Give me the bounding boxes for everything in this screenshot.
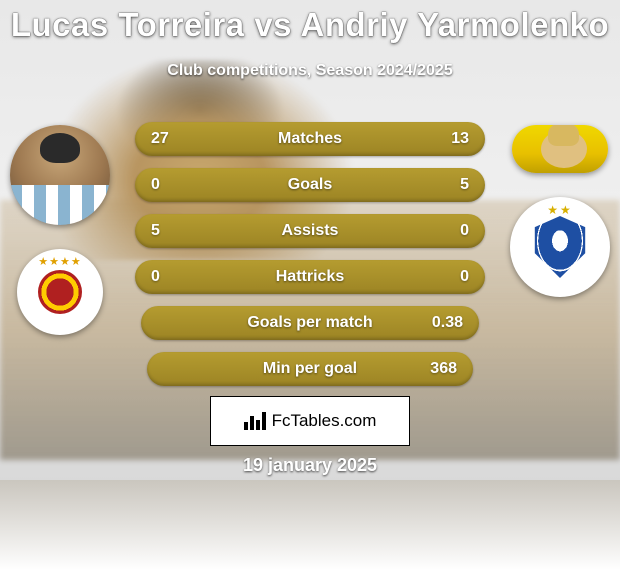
stat-left-value: 5 xyxy=(151,222,189,240)
page-title: Lucas Torreira vs Andriy Yarmolenko xyxy=(0,0,620,44)
branding-box[interactable]: FcTables.com xyxy=(210,396,410,446)
club-stars-icon: ★★★★ xyxy=(17,255,103,268)
stat-label: Assists xyxy=(189,222,431,240)
snapshot-date: 19 january 2025 xyxy=(0,455,620,476)
avatars-left-column: ★★★★ xyxy=(10,125,110,335)
branding-text: FcTables.com xyxy=(272,411,377,431)
stat-row-goals: 0 Goals 5 xyxy=(135,168,485,202)
club-crest-icon xyxy=(38,270,82,314)
club-crest-icon xyxy=(532,216,588,278)
avatars-right-column: ★★ xyxy=(510,125,610,297)
club-badge-dynamo-kyiv: ★★ xyxy=(510,197,610,297)
stat-label: Min per goal xyxy=(201,360,419,378)
stat-right-value: 0 xyxy=(431,222,469,240)
stat-row-assists: 5 Assists 0 xyxy=(135,214,485,248)
title-player2: Andriy Yarmolenko xyxy=(300,6,609,43)
stat-label: Goals xyxy=(189,176,431,194)
stat-right-value: 5 xyxy=(431,176,469,194)
stat-row-min-per-goal: Min per goal 368 xyxy=(147,352,473,386)
club-stars-icon: ★★ xyxy=(510,203,610,217)
stat-right-value: 13 xyxy=(431,130,469,148)
title-player1: Lucas Torreira xyxy=(11,6,245,43)
stat-label: Matches xyxy=(189,130,431,148)
subtitle: Club competitions, Season 2024/2025 xyxy=(0,62,620,80)
player-photo-torreira xyxy=(10,125,110,225)
stat-label: Goals per match xyxy=(195,314,425,332)
player-photo-yarmolenko xyxy=(512,125,608,173)
stats-list: 27 Matches 13 0 Goals 5 5 Assists 0 0 Ha… xyxy=(135,122,485,386)
stat-right-value: 368 xyxy=(419,360,457,378)
stat-left-value: 0 xyxy=(151,176,189,194)
comparison-card: Lucas Torreira vs Andriy Yarmolenko Club… xyxy=(0,0,620,580)
stat-left-value: 27 xyxy=(151,130,189,148)
stat-left-value: 0 xyxy=(151,268,189,286)
bar-chart-icon xyxy=(244,412,266,430)
stat-row-goals-per-match: Goals per match 0.38 xyxy=(141,306,479,340)
title-vs: vs xyxy=(254,6,292,43)
stat-row-matches: 27 Matches 13 xyxy=(135,122,485,156)
stat-row-hattricks: 0 Hattricks 0 xyxy=(135,260,485,294)
club-badge-galatasaray: ★★★★ xyxy=(17,249,103,335)
stat-label: Hattricks xyxy=(189,268,431,286)
stat-right-value: 0.38 xyxy=(425,314,463,332)
stat-right-value: 0 xyxy=(431,268,469,286)
